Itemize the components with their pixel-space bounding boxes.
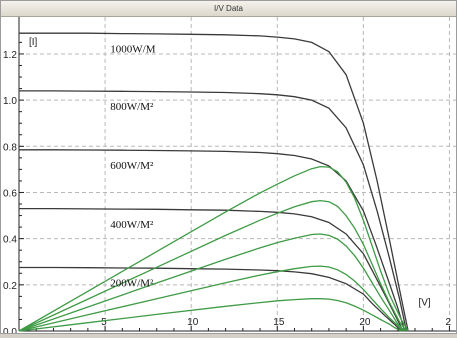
power-curve-line bbox=[18, 233, 406, 332]
current-curve-line bbox=[19, 149, 406, 332]
y-tick-label: 1.2 bbox=[3, 50, 17, 61]
iv-chart: 0.0 0.2 0.4 0.6 0.8 1.0 1.2 5 10 15 20 2 [I] [V] 1000W… bbox=[3, 17, 456, 338]
y-tick-label: 1.0 bbox=[3, 96, 17, 107]
x-tick-label: 5 bbox=[101, 317, 107, 328]
y-tick-label: 0.0 bbox=[3, 327, 17, 333]
y-tick-label: 0.8 bbox=[3, 142, 17, 153]
irradiance-label: 200W/M² bbox=[110, 278, 154, 290]
current-curve-line bbox=[19, 266, 402, 332]
power-curve-line bbox=[18, 199, 407, 332]
y-axis-label: [I] bbox=[29, 37, 38, 48]
power-curve-line bbox=[18, 265, 404, 332]
current-curve-line bbox=[19, 32, 409, 332]
irradiance-label: 600W/M² bbox=[110, 160, 154, 172]
y-tick-label: 0.6 bbox=[3, 188, 17, 199]
power-curve-line bbox=[18, 298, 402, 332]
x-tick-label: 15 bbox=[273, 317, 285, 328]
plot-area: 0.0 0.2 0.4 0.6 0.8 1.0 1.2 5 10 15 20 2 [I] [V] 1000W… bbox=[1, 17, 456, 338]
x-tick-label: 2 bbox=[445, 317, 451, 328]
irradiance-label: 800W/M² bbox=[110, 101, 154, 113]
y-tick-label: 0.2 bbox=[3, 281, 17, 292]
y-tick-label: 0.4 bbox=[3, 235, 17, 246]
current-curve-line bbox=[19, 207, 404, 332]
x-axis-label: [V] bbox=[418, 298, 430, 309]
irradiance-label: 400W/M² bbox=[110, 219, 154, 231]
x-tick-label: 10 bbox=[187, 317, 199, 328]
current-curve-line bbox=[19, 90, 408, 332]
window-title: I/V Data bbox=[1, 1, 456, 17]
x-tick-label: 20 bbox=[359, 317, 371, 328]
irradiance-label: 1000W/M bbox=[110, 43, 155, 55]
power-curve-line bbox=[18, 165, 409, 332]
